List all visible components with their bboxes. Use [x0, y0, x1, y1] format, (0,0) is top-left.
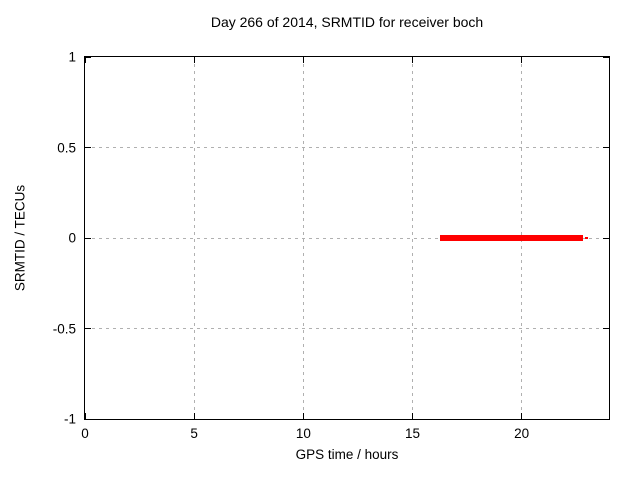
x-tick-mark-bottom — [193, 413, 195, 419]
horizontal-gridline — [85, 328, 609, 329]
horizontal-gridline — [85, 237, 609, 239]
y-tick-label: 1 — [68, 49, 76, 65]
y-tick-mark-left — [85, 56, 91, 58]
x-tick-mark-bottom — [521, 413, 523, 419]
y-tick-label: 0.5 — [57, 140, 76, 155]
x-tick-label: 0 — [81, 426, 89, 441]
x-tick-mark-top — [521, 57, 523, 63]
y-tick-mark-left — [85, 418, 91, 420]
x-tick-label: 5 — [190, 426, 198, 441]
x-axis-label: GPS time / hours — [295, 447, 399, 462]
x-tick-mark-bottom — [412, 413, 413, 419]
y-tick-mark-left — [85, 147, 91, 148]
x-tick-mark-top — [302, 57, 304, 63]
x-tick-mark-bottom — [84, 413, 86, 419]
data-series-line — [584, 237, 589, 239]
y-tick-label: 0 — [68, 230, 76, 246]
horizontal-gridline — [85, 147, 609, 148]
data-series-line — [440, 235, 584, 241]
x-tick-label: 20 — [514, 426, 530, 441]
y-tick-mark-right — [603, 237, 609, 239]
x-tick-mark-bottom — [302, 413, 304, 419]
x-tick-mark-top — [84, 57, 86, 63]
y-tick-mark-right — [603, 328, 609, 329]
plot-area — [84, 56, 610, 420]
chart-title: Day 266 of 2014, SRMTID for receiver boc… — [210, 14, 484, 30]
y-tick-label: -0.5 — [52, 321, 76, 336]
x-tick-mark-top — [412, 57, 413, 63]
y-tick-label: -1 — [63, 411, 76, 427]
y-tick-mark-left — [85, 328, 91, 329]
y-axis-label: SRMTID / TECUs — [12, 184, 28, 292]
x-tick-label: 15 — [404, 426, 421, 441]
x-tick-label: 10 — [295, 426, 311, 441]
y-tick-mark-left — [85, 237, 91, 239]
y-tick-mark-right — [603, 147, 609, 148]
y-tick-mark-right — [603, 56, 609, 58]
y-tick-mark-right — [603, 418, 609, 420]
x-tick-mark-top — [193, 57, 195, 63]
